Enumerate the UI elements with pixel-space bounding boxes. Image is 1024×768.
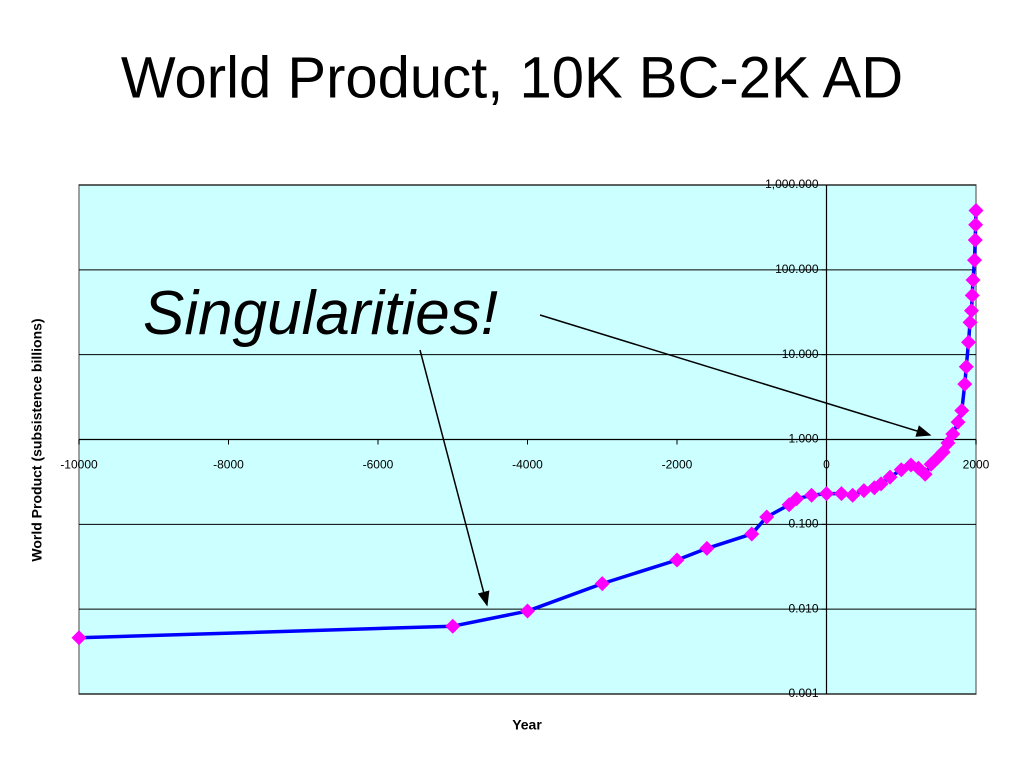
data-marker [445, 618, 461, 634]
data-marker [968, 217, 984, 233]
x-tick-label: -4000 [512, 458, 543, 472]
data-marker [856, 483, 872, 499]
y-axis-label: World Product (subsistence billions) [29, 318, 45, 561]
data-marker [954, 402, 970, 418]
x-tick-label: 2000 [963, 458, 990, 472]
data-marker [873, 476, 889, 492]
data-marker [917, 466, 933, 482]
data-marker [759, 509, 775, 525]
data-marker [789, 491, 805, 507]
chart-title: World Product, 10K BC-2K AD [121, 45, 903, 110]
data-marker [967, 232, 983, 248]
data-marker [965, 272, 981, 288]
data-marker [669, 552, 685, 568]
data-marker [957, 376, 973, 392]
data-marker [699, 540, 715, 556]
data-marker [520, 603, 535, 619]
data-marker [819, 486, 834, 502]
data-marker [71, 630, 87, 646]
x-tick-label: -8000 [213, 458, 244, 472]
data-marker [968, 203, 984, 219]
data-marker [594, 576, 610, 592]
data-marker [964, 303, 980, 319]
data-marker [964, 287, 980, 303]
data-marker [945, 426, 961, 442]
plot-area: 0.001 0.010 0.100 1.000 10.000 100.000 1,000.0… [60, 177, 989, 700]
annotation-arrow [419, 349, 490, 607]
annotation-arrow [539, 314, 932, 437]
x-axis-label: Year [512, 717, 542, 733]
x-tick-label: -6000 [363, 458, 394, 472]
data-marker [967, 252, 983, 268]
data-marker [845, 487, 861, 503]
x-tick-label: -10000 [60, 458, 98, 472]
data-marker [804, 487, 820, 503]
x-tick-label: 0 [823, 458, 830, 472]
data-marker [833, 486, 849, 502]
y-tick-label: 10.000 [782, 347, 819, 361]
data-marker [958, 359, 974, 375]
data-marker [882, 469, 898, 485]
y-tick-label: 0.001 [788, 686, 818, 700]
y-tick-label: 0.100 [788, 517, 818, 531]
data-marker [744, 526, 760, 542]
data-marker [961, 334, 977, 350]
data-marker [950, 414, 966, 430]
y-tick-label: 0.010 [788, 601, 818, 615]
y-tick-label: 1.000 [788, 432, 818, 446]
y-tick-label: 1,000.000 [765, 177, 819, 191]
y-tick-label: 100.000 [775, 262, 819, 276]
data-marker [962, 314, 978, 330]
x-tick-label: -2000 [662, 458, 693, 472]
annotation: Singularities! [143, 279, 498, 348]
